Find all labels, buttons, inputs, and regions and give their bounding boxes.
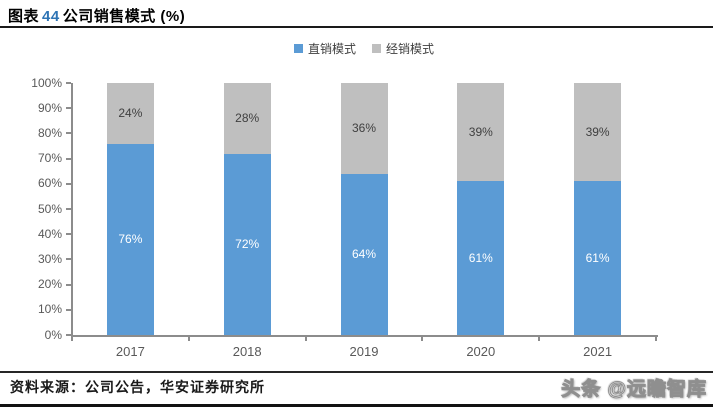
bar-value-label: 72%: [235, 237, 260, 252]
chart-legend: 直销模式 经销模式: [72, 40, 656, 57]
y-axis-tick-label: 80%: [37, 125, 62, 140]
bar-value-label: 36%: [351, 121, 377, 136]
bar-segment: 28%: [223, 83, 271, 154]
y-axis-tick-label: 100%: [31, 75, 62, 90]
bar-value-label: 61%: [585, 251, 610, 266]
bar-value-label: 61%: [468, 251, 493, 266]
x-axis-line: [71, 335, 658, 337]
y-axis-tick-label: 50%: [37, 201, 62, 216]
x-axis-tick: [421, 336, 424, 341]
bar-segment: 36%: [340, 83, 388, 174]
plot-area: 76% 24% 72% 28% 64% 36% 61% 39% 61% 39%: [72, 83, 656, 335]
bar-value-label: 76%: [118, 232, 143, 247]
footer-divider-line: [0, 371, 713, 373]
x-axis-tick-label: 2018: [232, 344, 262, 359]
legend-item: 直销模式: [293, 40, 356, 57]
y-axis-tick: [66, 82, 71, 84]
bar-value-label: 28%: [235, 111, 260, 126]
bar-value-label: 39%: [585, 125, 610, 140]
chart-title: 图表 44 公司销售模式 (%): [8, 5, 185, 26]
y-axis-tick: [66, 308, 71, 311]
y-axis-tick: [66, 233, 71, 236]
bar-segment: 39%: [457, 83, 505, 182]
chart-title-text: 公司销售模式 (%): [62, 8, 186, 25]
y-axis-tick: [66, 157, 71, 160]
y-axis-line: [71, 83, 73, 336]
bar-segment: 39%: [574, 83, 622, 182]
source-note: 资料来源：公司公告，华安证券研究所: [10, 380, 265, 396]
y-axis-tick: [66, 334, 71, 336]
y-axis-tick-label: 0%: [44, 327, 62, 342]
legend-item: 经销模式: [372, 40, 434, 57]
title-divider-line: [0, 26, 713, 28]
bar-value-label: 24%: [118, 106, 143, 121]
x-axis-tick: [187, 336, 190, 341]
y-axis-tick-label: 20%: [37, 277, 62, 292]
y-axis-tick-label: 30%: [37, 251, 62, 266]
legend-label: 经销模式: [386, 41, 435, 56]
bottom-border-line: [0, 404, 713, 407]
legend-label: 直销模式: [307, 41, 356, 56]
bar-segment: 61%: [574, 181, 622, 335]
x-axis-tick-label: 2020: [466, 344, 496, 359]
y-axis-tick: [66, 132, 71, 135]
x-axis-tick: [538, 336, 541, 341]
bar-segment: 76%: [106, 143, 154, 335]
y-axis-tick: [66, 258, 71, 261]
x-axis-tick: [304, 336, 307, 341]
watermark-text: 头条 @远瞻智库: [561, 379, 707, 401]
x-axis-tick-label: 2017: [115, 344, 145, 359]
y-axis-tick: [66, 208, 71, 210]
y-axis-tick: [66, 182, 71, 185]
y-axis-tick: [66, 107, 71, 110]
chart-title-number: 44: [42, 8, 60, 25]
y-axis-tick: [66, 283, 71, 286]
y-axis-tick-label: 60%: [37, 176, 62, 191]
bar-segment: 24%: [106, 83, 154, 144]
y-axis-tick-label: 90%: [37, 100, 62, 115]
x-axis-tick-label: 2019: [349, 344, 379, 359]
bar-segment: 64%: [340, 173, 388, 335]
x-axis-tick: [71, 336, 73, 341]
chart-title-prefix: 图表: [8, 8, 40, 25]
legend-swatch: [372, 43, 381, 53]
bar-segment: 61%: [457, 181, 505, 335]
y-axis-tick-label: 70%: [37, 151, 62, 166]
bar-value-label: 64%: [351, 247, 377, 262]
y-axis-tick-label: 40%: [37, 226, 62, 241]
legend-swatch: [293, 43, 303, 53]
x-axis-tick: [655, 336, 657, 341]
bar-segment: 72%: [223, 153, 271, 335]
x-axis-tick-label: 2021: [583, 344, 613, 359]
y-axis-tick-label: 10%: [37, 302, 62, 317]
bar-value-label: 39%: [468, 125, 493, 140]
